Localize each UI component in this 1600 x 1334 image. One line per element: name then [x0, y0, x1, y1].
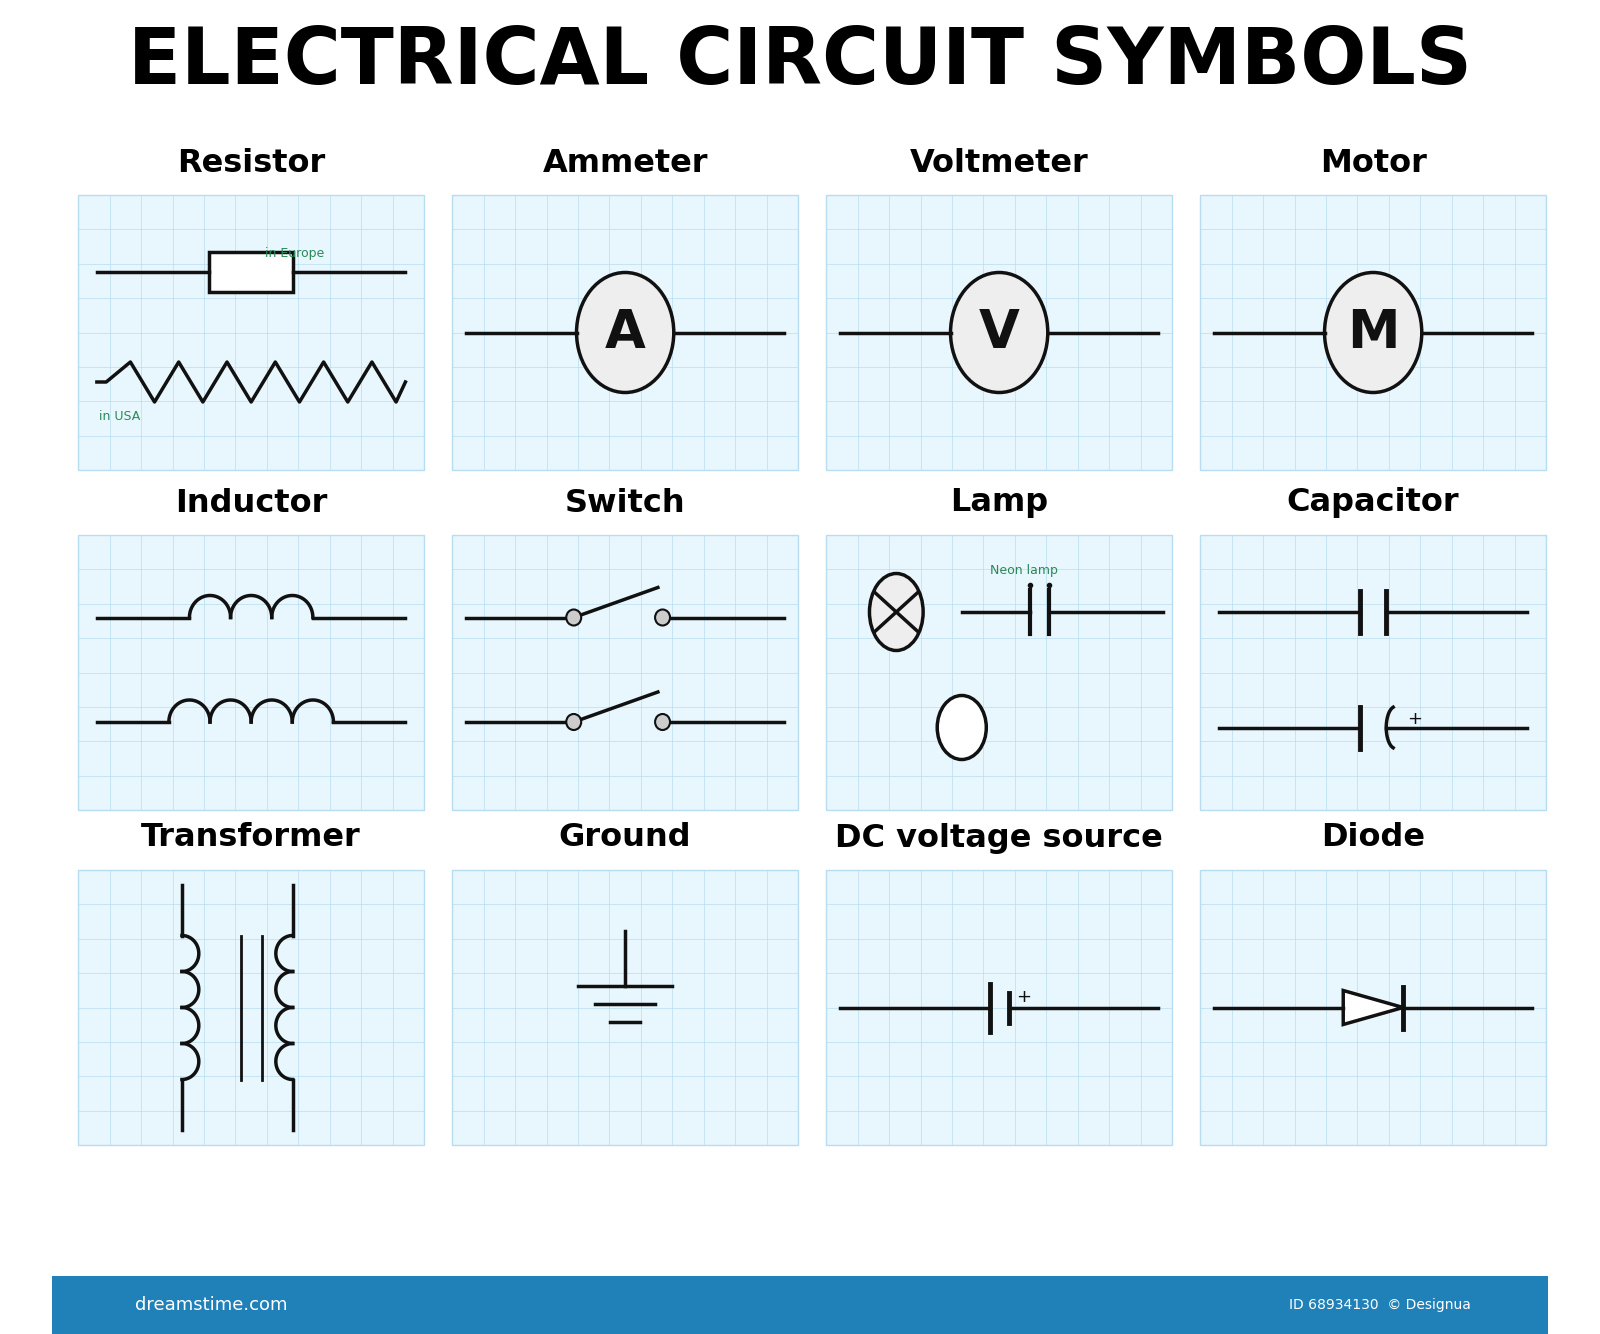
Text: Inductor: Inductor: [174, 487, 328, 519]
Text: Neon lamp: Neon lamp: [990, 564, 1058, 578]
Bar: [1200, 870, 1546, 1145]
Circle shape: [566, 714, 581, 730]
Bar: [826, 870, 1173, 1145]
Text: Transformer: Transformer: [141, 823, 362, 854]
Bar: [78, 535, 424, 810]
Bar: [826, 195, 1173, 470]
Text: Voltmeter: Voltmeter: [910, 148, 1088, 179]
Text: +: +: [1016, 988, 1030, 1006]
Circle shape: [654, 714, 670, 730]
Bar: [78, 870, 424, 1145]
Bar: [1200, 535, 1546, 810]
Text: Ammeter: Ammeter: [542, 148, 707, 179]
Bar: [1200, 195, 1546, 470]
Bar: [826, 535, 1173, 810]
Ellipse shape: [938, 695, 986, 759]
Text: Lamp: Lamp: [950, 487, 1048, 519]
Text: ID 68934130  © Designua: ID 68934130 © Designua: [1288, 1298, 1470, 1313]
Circle shape: [654, 610, 670, 626]
Text: Ground: Ground: [558, 823, 691, 854]
Text: V: V: [979, 307, 1019, 359]
Ellipse shape: [950, 272, 1048, 392]
Text: Diode: Diode: [1322, 823, 1426, 854]
Bar: [453, 535, 798, 810]
Text: ELECTRICAL CIRCUIT SYMBOLS: ELECTRICAL CIRCUIT SYMBOLS: [128, 24, 1472, 100]
Bar: [51, 1277, 1549, 1334]
Polygon shape: [1344, 991, 1403, 1025]
Bar: [453, 870, 798, 1145]
Ellipse shape: [1325, 272, 1422, 392]
Bar: [453, 195, 798, 470]
Text: in USA: in USA: [99, 411, 141, 423]
Ellipse shape: [869, 574, 923, 651]
Text: Switch: Switch: [565, 487, 685, 519]
Text: Capacitor: Capacitor: [1286, 487, 1459, 519]
Text: A: A: [605, 307, 645, 359]
Text: DC voltage source: DC voltage source: [835, 823, 1163, 854]
Text: M: M: [1347, 307, 1400, 359]
Bar: [78, 195, 424, 470]
Bar: [210, 252, 293, 292]
Text: in Europe: in Europe: [266, 248, 325, 260]
Text: dreamstime.com: dreamstime.com: [134, 1297, 288, 1314]
Text: Resistor: Resistor: [178, 148, 325, 179]
Ellipse shape: [576, 272, 674, 392]
Text: +: +: [1406, 711, 1422, 728]
Circle shape: [566, 610, 581, 626]
Text: Motor: Motor: [1320, 148, 1427, 179]
